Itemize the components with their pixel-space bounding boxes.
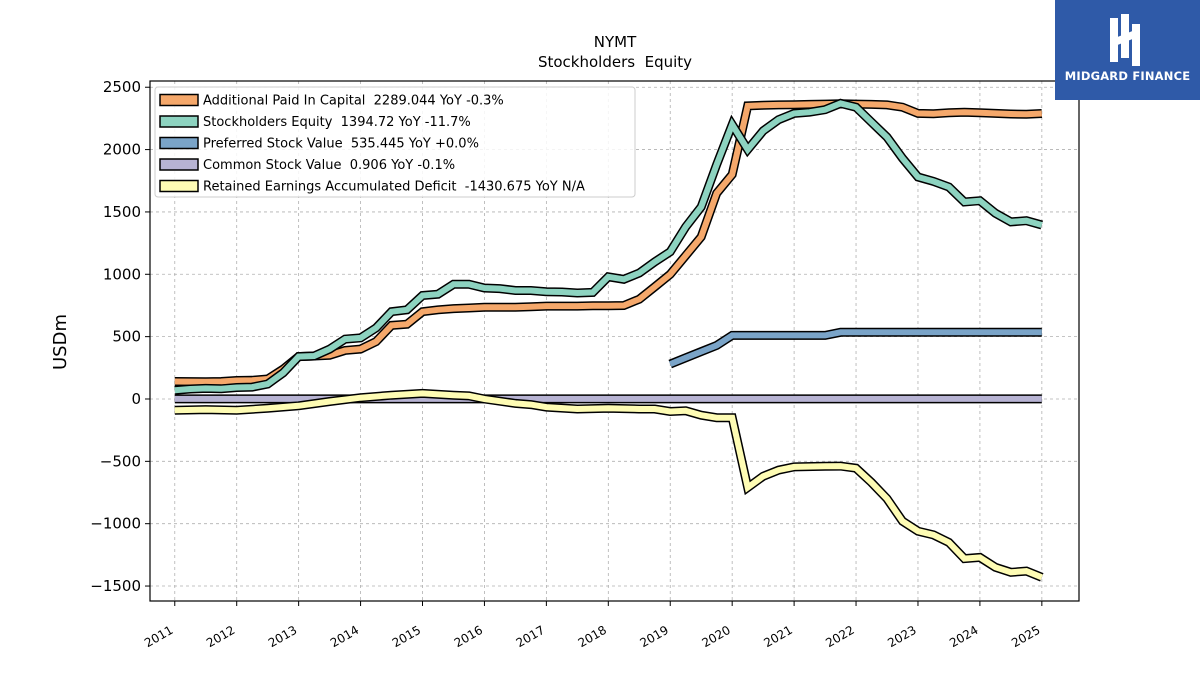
x-tick-label: 2016 <box>452 623 485 650</box>
x-tick-label: 2019 <box>638 623 671 650</box>
x-tick-label: 2024 <box>947 623 980 650</box>
legend-entry: Stockholders Equity 1394.72 YoY -11.7% <box>203 115 471 130</box>
x-tick-label: 2023 <box>885 623 918 650</box>
x-tick-label: 2022 <box>823 623 856 650</box>
plot-frame <box>149 80 1080 602</box>
legend-entry: Preferred Stock Value 535.445 YoY +0.0% <box>203 137 479 152</box>
brand-name: MIDGARD FINANCE <box>1064 69 1191 83</box>
x-tick-label: 2013 <box>266 623 299 650</box>
series-line <box>174 100 1043 394</box>
legend-swatch <box>159 93 199 107</box>
legend-swatch <box>159 115 199 128</box>
x-tick-label: 2021 <box>761 623 794 650</box>
series-layer <box>174 98 1044 582</box>
legend-swatch <box>159 179 199 193</box>
y-tick-label: 1000 <box>103 265 141 283</box>
x-tick-label: 2017 <box>514 623 547 650</box>
x-tick-label: 2014 <box>328 623 361 650</box>
legend-swatch <box>159 136 199 150</box>
series-retained-earnings-accumulated-deficit <box>174 388 1044 582</box>
y-tick-label: 2500 <box>103 78 141 96</box>
brand-logo: MIDGARD FINANCE <box>1055 0 1200 100</box>
y-tick-label: 500 <box>112 328 141 346</box>
chart-subtitle: Stockholders Equity <box>538 53 692 71</box>
legend-swatch <box>159 158 199 171</box>
legend: Additional Paid In Capital 2289.044 YoY … <box>154 86 636 198</box>
y-tick-label: −500 <box>100 452 141 470</box>
chart-title: NYMT <box>594 33 637 51</box>
x-tick-label: 2012 <box>204 623 237 650</box>
x-tick-label: 2015 <box>390 623 423 650</box>
x-tick-label: 2020 <box>699 623 732 650</box>
series-preferred-stock-value <box>668 327 1042 369</box>
legend-entry: Common Stock Value 0.906 YoY -0.1% <box>203 158 455 173</box>
y-axis: −1500 −1000 −500 0 500 1000 1500 2000 2500 <box>90 78 150 595</box>
x-tick-label: 2011 <box>142 623 175 650</box>
logo-mark-icon <box>1110 14 1140 66</box>
y-tick-label: −1500 <box>90 577 141 595</box>
y-tick-label: 0 <box>131 390 141 408</box>
y-tick-label: 1500 <box>103 203 141 221</box>
y-axis-label: USDm <box>50 314 71 370</box>
series-line <box>174 100 1042 385</box>
series-line <box>669 329 1042 367</box>
legend-entry: Additional Paid In Capital 2289.044 YoY … <box>203 94 504 109</box>
series-line <box>174 390 1043 581</box>
legend-entry: Retained Earnings Accumulated Deficit -1… <box>203 180 585 195</box>
series-stockholders-equity <box>174 98 1044 395</box>
series-additional-paid-in-capital <box>174 99 1043 387</box>
legend-box <box>154 86 636 198</box>
x-axis: 2011 2012 2013 2014 2015 2016 2017 2018 2019 2020… <box>142 601 1043 650</box>
x-tick-label: 2018 <box>576 623 609 650</box>
x-tick-label: 2025 <box>1009 623 1042 650</box>
y-tick-label: 2000 <box>103 141 141 159</box>
y-tick-label: −1000 <box>90 515 141 533</box>
